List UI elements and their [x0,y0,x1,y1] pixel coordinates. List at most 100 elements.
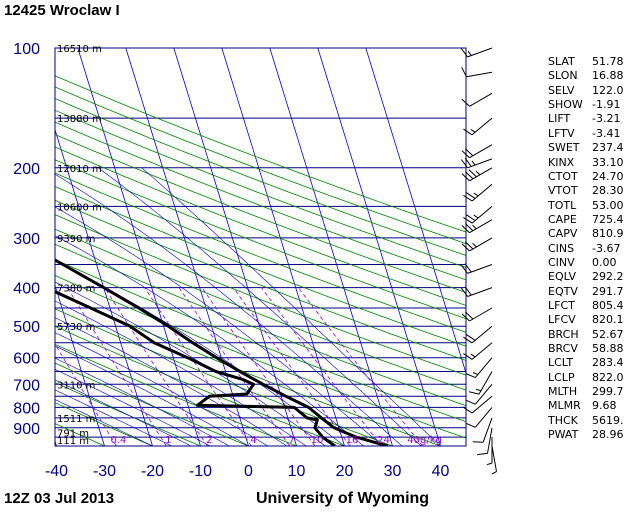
wind-barb [463,183,493,202]
mixing-ratio-label: 7 [288,435,294,446]
mixing-ratio-label: 16 [346,435,359,446]
wind-barb-staff [467,47,493,58]
dry-adiabat-line [55,159,466,320]
wind-barb-full-feather [468,169,477,178]
isobar-lines [55,48,466,446]
temperature-tick-label: -10 [189,463,212,480]
index-value: 28.96 [592,428,624,442]
wind-barb-staff [469,237,493,252]
wind-barb-full-feather [465,373,476,379]
height-label: 10600 m [57,202,102,213]
dry-adiabat-line [55,98,466,256]
temperature-tick-label: -20 [141,463,164,480]
wind-barb [468,371,493,395]
index-value: -3.21 [592,112,621,126]
dry-adiabat-line [55,214,466,376]
pressure-tick-label: 700 [13,377,40,394]
wind-barb-staff [469,219,493,234]
plot-frame [54,47,467,447]
wind-barb-full-feather [461,67,467,77]
index-row: CAPV 810.9 [548,227,626,241]
index-key: SLON [548,69,578,83]
wind-barb-full-feather [463,353,473,360]
index-value: 33.10 [592,155,624,169]
index-row: LIFT -3.21 [548,112,626,126]
index-row: CTOT 24.70 [548,170,626,184]
isotherm-line [55,284,105,446]
wind-barb-half-feather [472,372,479,376]
wind-barb-full-feather [466,192,476,199]
dry-adiabat-line [55,172,466,333]
index-row: SHOW -1.91 [548,98,626,112]
pressure-tick-label: 900 [13,421,40,438]
index-key: SWET [548,141,580,155]
index-value: -3.41 [592,126,621,140]
index-value: 9.68 [592,399,617,413]
wind-barb-half-feather [486,462,493,466]
index-value: 51.78 [592,55,624,68]
temperature-tick-label: 30 [384,463,402,480]
moist-adiabat-line [55,281,326,446]
wind-barb-full-feather [464,263,472,273]
wind-barb-full-feather [461,98,470,107]
isotherm-line [221,48,345,446]
moist-adiabat-line [98,167,422,446]
index-value: 24.70 [592,169,624,183]
wind-barb-staff [467,287,493,297]
index-key: TOTL [548,198,577,212]
height-label: 13880 m [57,114,102,125]
index-row: SWET 237.4 [548,141,626,155]
pressure-tick-label: 300 [13,231,40,248]
wind-barb [491,445,497,475]
temperature-tick-label: -30 [93,463,116,480]
mixing-ratio-line [104,287,208,446]
index-value: 28.30 [592,184,624,198]
observation-time: 12Z 03 Jul 2013 [4,490,115,507]
index-key: CAPE [548,212,577,226]
height-label: 7380 m [57,284,95,295]
index-key: MLMR [548,399,581,413]
index-value: -1.91 [592,98,621,111]
moist-adiabat-line [55,369,211,446]
moist-adiabat-line [55,332,268,446]
moist-adiabat-line [55,379,192,446]
index-key: LIFT [548,112,571,126]
wind-barb-staff [487,427,493,454]
index-value: 810.9 [592,227,624,241]
wind-barb [463,117,493,136]
wind-barb-half-feather [475,388,482,392]
wind-barb-staff [471,117,493,136]
wind-barb-half-feather [467,51,472,56]
isotherm-line [77,48,201,446]
wind-barb-full-feather [463,194,473,202]
index-value: 58.88 [592,342,624,355]
index-row: TOTL 53.00 [548,199,626,213]
wind-barb-full-feather [464,148,474,157]
index-key: MLTH [548,385,578,399]
height-label: 111 m [57,436,89,447]
dry-adiabat-line [55,291,441,446]
mixing-ratio-label: 24 [377,435,390,446]
mixing-ratio-line [55,343,117,446]
wind-barb [463,206,493,224]
dry-adiabat-line [55,75,466,233]
wind-barb-full-feather [461,225,470,234]
pressure-tick-label: 500 [13,319,40,336]
index-value: 725.4 [592,212,624,226]
wind-barb [460,286,493,297]
wind-barb [461,92,493,107]
wind-barb-staff [466,71,493,78]
wind-barb-staff [471,395,493,414]
wind-barb [465,383,493,405]
dry-adiabat-line [55,362,249,446]
dry-adiabat-line [55,133,466,293]
wind-barb-half-feather [472,224,477,230]
moist-adiabat-line [55,206,384,446]
index-value: 0.00 [592,255,617,269]
wind-barb [463,325,493,344]
dry-adiabat-line [55,308,393,446]
wind-barb [465,407,493,428]
wind-barb-staff [474,383,493,405]
index-row: MLTH 299.7 [548,385,626,399]
